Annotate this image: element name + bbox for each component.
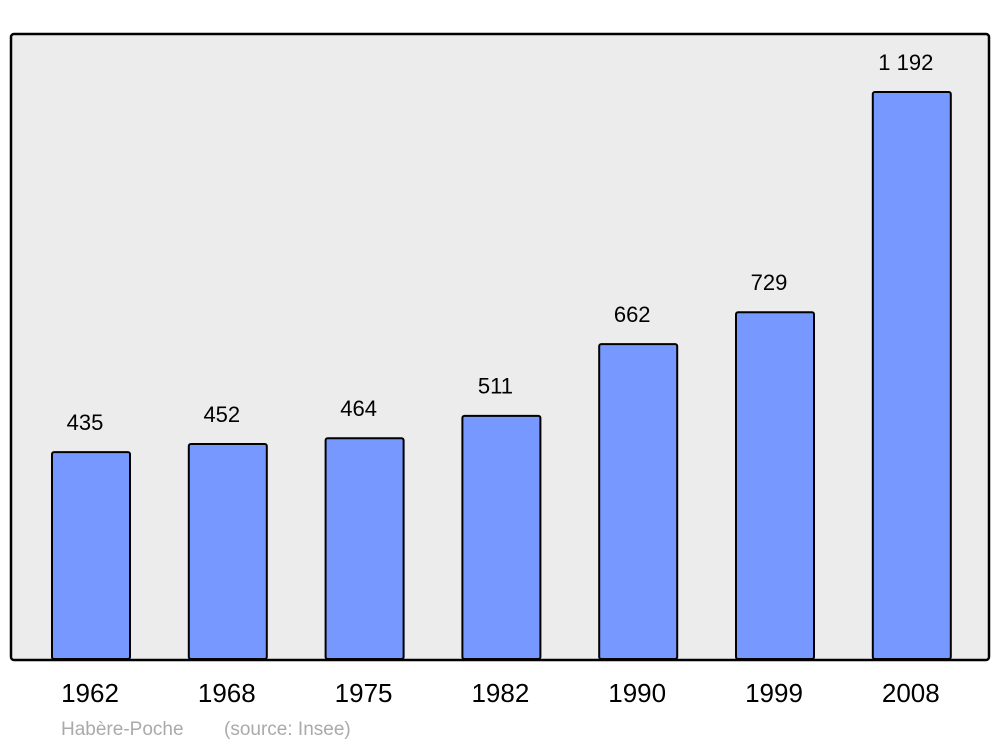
value-label: 464 xyxy=(340,396,377,421)
bar xyxy=(735,311,815,660)
value-label: 435 xyxy=(67,410,104,435)
bar xyxy=(871,91,952,660)
bar xyxy=(598,343,679,660)
caption: Habère-Poche xyxy=(61,719,184,740)
x-tick-label: 1962 xyxy=(61,678,119,708)
value-label: 729 xyxy=(751,270,788,295)
value-label: 662 xyxy=(614,302,651,327)
bar xyxy=(324,437,405,661)
x-tick-label: 2008 xyxy=(882,678,940,708)
value-label: 511 xyxy=(478,374,513,399)
x-tick-label: 1975 xyxy=(335,678,393,708)
x-tick-label: 1999 xyxy=(745,678,803,708)
bar xyxy=(187,442,268,660)
x-tick-label: 1990 xyxy=(608,678,666,708)
source: (source: Insee) xyxy=(224,719,351,740)
bar xyxy=(461,414,542,660)
value-label: 1 192 xyxy=(878,50,933,75)
x-tick-label: 1968 xyxy=(198,678,256,708)
bar xyxy=(51,451,131,661)
x-tick-label: 1982 xyxy=(471,678,529,708)
value-label: 452 xyxy=(203,402,240,427)
